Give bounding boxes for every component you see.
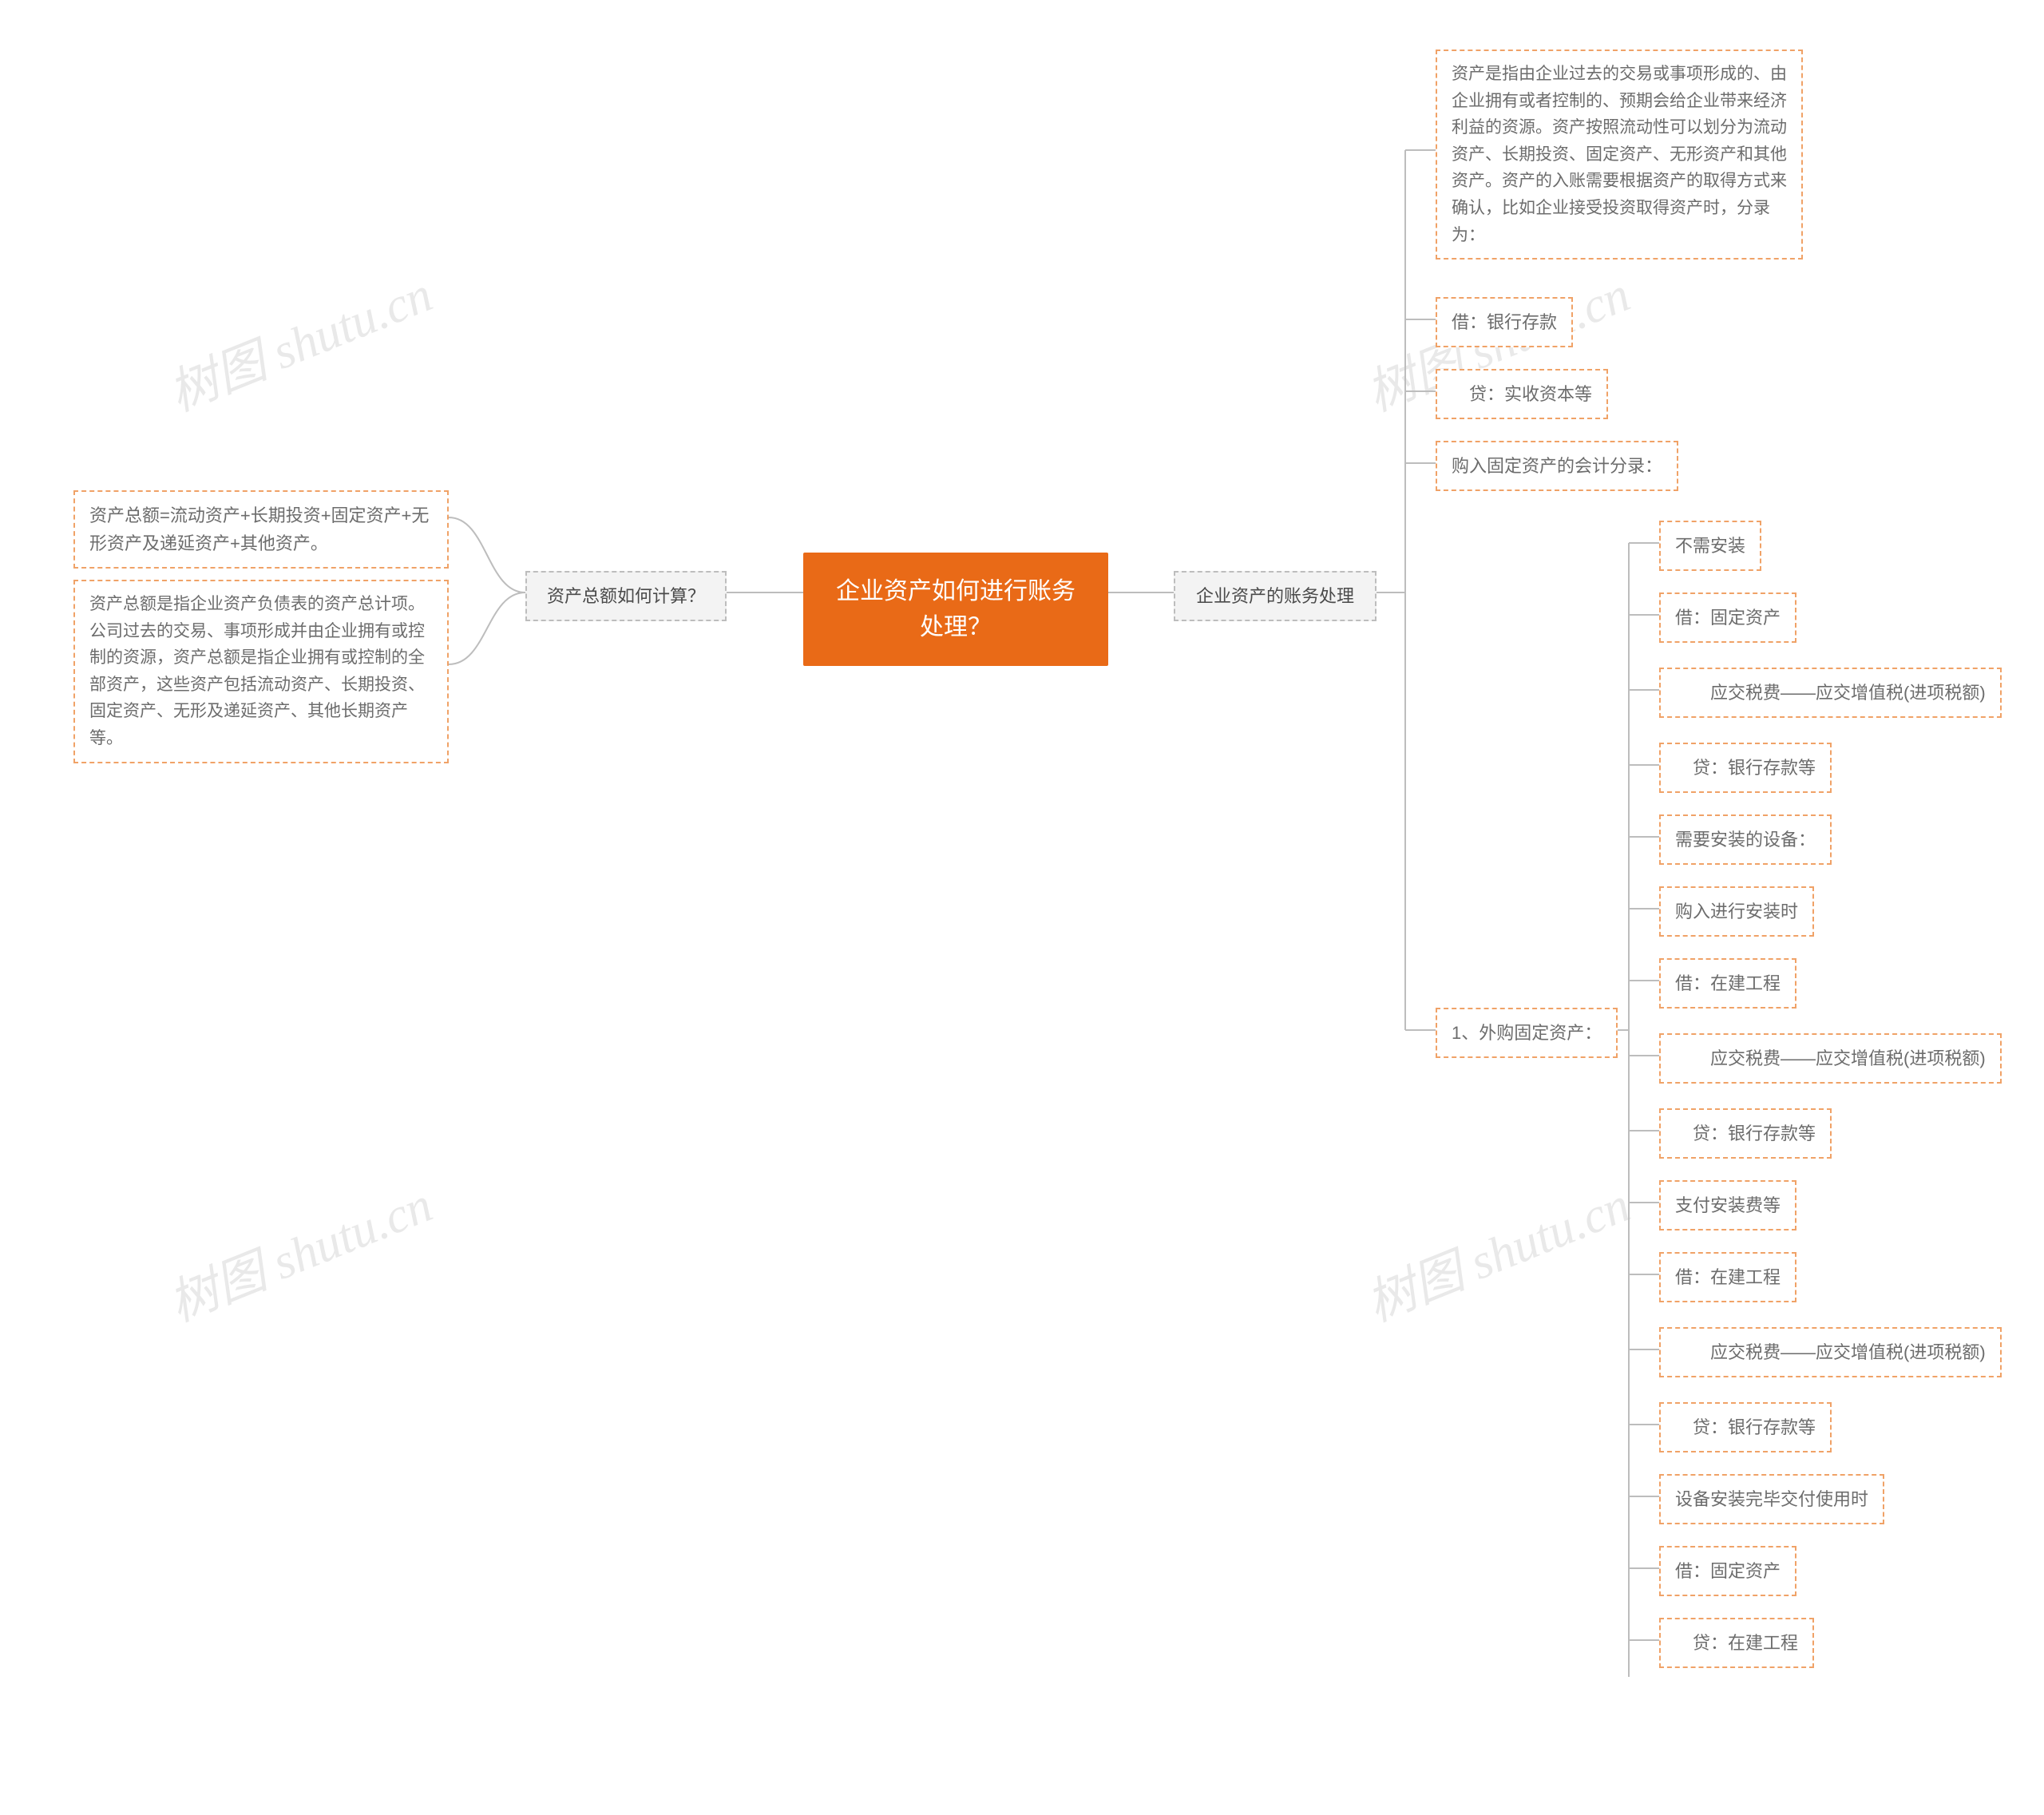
sub-branch[interactable]: 1、外购固定资产： xyxy=(1436,1008,1618,1058)
sub-item-10[interactable]: 借：在建工程 xyxy=(1659,1252,1796,1302)
sub-item-2[interactable]: 应交税费——应交增值税(进项税额) xyxy=(1659,668,2002,718)
sub-item-0[interactable]: 不需安装 xyxy=(1659,521,1761,571)
sub-item-3[interactable]: 贷：银行存款等 xyxy=(1659,743,1832,793)
right-top-2[interactable]: 贷：实收资本等 xyxy=(1436,369,1608,419)
right-top-3[interactable]: 购入固定资产的会计分录： xyxy=(1436,441,1678,491)
right-top-0[interactable]: 资产是指由企业过去的交易或事项形成的、由企业拥有或者控制的、预期会给企业带来经济… xyxy=(1436,50,1803,260)
sub-item-13[interactable]: 设备安装完毕交付使用时 xyxy=(1659,1474,1884,1524)
sub-item-9[interactable]: 支付安装费等 xyxy=(1659,1180,1796,1230)
sub-item-14[interactable]: 借：固定资产 xyxy=(1659,1546,1796,1596)
left-branch[interactable]: 资产总额如何计算？ xyxy=(525,571,727,621)
sub-item-6[interactable]: 借：在建工程 xyxy=(1659,958,1796,1009)
sub-item-7[interactable]: 应交税费——应交增值税(进项税额) xyxy=(1659,1033,2002,1084)
sub-item-11[interactable]: 应交税费——应交增值税(进项税额) xyxy=(1659,1327,2002,1377)
sub-item-8[interactable]: 贷：银行存款等 xyxy=(1659,1108,1832,1159)
left-info-0[interactable]: 资产总额=流动资产+长期投资+固定资产+无形资产及递延资产+其他资产。 xyxy=(73,490,449,569)
right-branch[interactable]: 企业资产的账务处理 xyxy=(1174,571,1377,621)
sub-item-4[interactable]: 需要安装的设备： xyxy=(1659,814,1832,865)
watermark: 树图 shutu.cn xyxy=(1354,1164,1638,1335)
mindmap-canvas: 树图 shutu.cn 树图 shutu.cn 树图 shutu.cn 树图 s… xyxy=(0,0,2044,1815)
right-top-1[interactable]: 借：银行存款 xyxy=(1436,297,1573,347)
sub-item-15[interactable]: 贷：在建工程 xyxy=(1659,1618,1814,1668)
root-node[interactable]: 企业资产如何进行账务处理？ xyxy=(803,553,1108,666)
left-info-1[interactable]: 资产总额是指企业资产负债表的资产总计项。公司过去的交易、事项形成并由企业拥有或控… xyxy=(73,580,449,763)
watermark: 树图 shutu.cn xyxy=(156,254,441,425)
sub-item-12[interactable]: 贷：银行存款等 xyxy=(1659,1402,1832,1452)
watermark: 树图 shutu.cn xyxy=(156,1164,441,1335)
sub-item-1[interactable]: 借：固定资产 xyxy=(1659,592,1796,643)
sub-item-5[interactable]: 购入进行安装时 xyxy=(1659,886,1814,937)
